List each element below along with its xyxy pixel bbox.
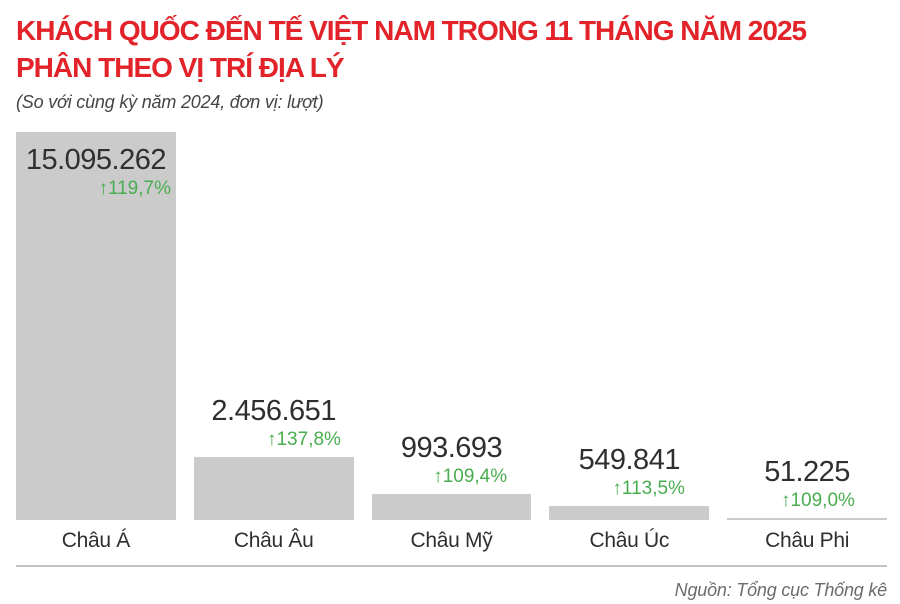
- bar: [371, 494, 532, 520]
- chart-title-line2: PHÂN THEO VỊ TRÍ ĐỊA LÝ: [16, 52, 345, 83]
- chart-title: KHÁCH QUỐC ĐẾN TẾ VIỆT NAM TRONG 11 THÁN…: [16, 12, 887, 86]
- category-label: Châu Úc: [589, 529, 670, 552]
- bar: [193, 457, 354, 520]
- bar-column-1: 15.095.262 ↑119,7%: [16, 132, 176, 520]
- bar-label-group: 993.693 ↑109,4%: [400, 432, 507, 489]
- bar-value-label: 51.225: [764, 456, 850, 489]
- chart-title-line1: KHÁCH QUỐC ĐẾN TẾ VIỆT NAM TRONG 11 THÁN…: [16, 15, 807, 46]
- bar-column-2: 2.456.651 ↑137,8%: [193, 132, 354, 520]
- bar-value-label: 15.095.262: [25, 144, 167, 177]
- bar: [16, 132, 176, 520]
- category-label: Châu Âu: [233, 529, 314, 552]
- bar-growth-label: ↑109,0%: [780, 490, 855, 512]
- bar-value-label: 549.841: [578, 444, 681, 477]
- category-label: Châu Á: [61, 529, 131, 552]
- bar-label-group: 15.095.262 ↑119,7%: [25, 144, 171, 201]
- category-axis: Châu Á Châu Âu Châu Mỹ Châu Úc Châu Phi: [16, 529, 887, 553]
- bar-growth-label: ↑113,5%: [612, 478, 685, 500]
- bar: [549, 506, 710, 520]
- bar-label-group: 51.225 ↑109,0%: [764, 456, 855, 513]
- footer-divider: [16, 565, 887, 567]
- bar-value-label: 2.456.651: [211, 395, 336, 428]
- bar-growth-label: ↑119,7%: [98, 178, 171, 200]
- plot-area: 15.095.262 ↑119,7% 2.456.651 ↑137,8% 993.693…: [16, 132, 887, 520]
- bar-column-5: 51.225 ↑109,0%: [727, 132, 887, 520]
- bar: [727, 518, 887, 520]
- bar-growth-label: ↑137,8%: [266, 429, 341, 451]
- chart-header: KHÁCH QUỐC ĐẾN TẾ VIỆT NAM TRONG 11 THÁN…: [16, 12, 887, 113]
- source-note: Nguồn: Tổng cục Thống kê: [674, 580, 888, 600]
- bar-label-group: 549.841 ↑113,5%: [578, 444, 685, 501]
- bar-column-3: 993.693 ↑109,4%: [371, 132, 532, 520]
- category-label: Châu Phi: [765, 529, 850, 552]
- bar-column-4: 549.841 ↑113,5%: [549, 132, 710, 520]
- bar-label-group: 2.456.651 ↑137,8%: [211, 395, 341, 452]
- bar-growth-label: ↑109,4%: [433, 466, 508, 488]
- category-label: Châu Mỹ: [410, 529, 493, 552]
- chart-subtitle: (So với cùng kỳ năm 2024, đơn vị: lượt): [16, 92, 324, 112]
- bar-value-label: 993.693: [400, 432, 503, 465]
